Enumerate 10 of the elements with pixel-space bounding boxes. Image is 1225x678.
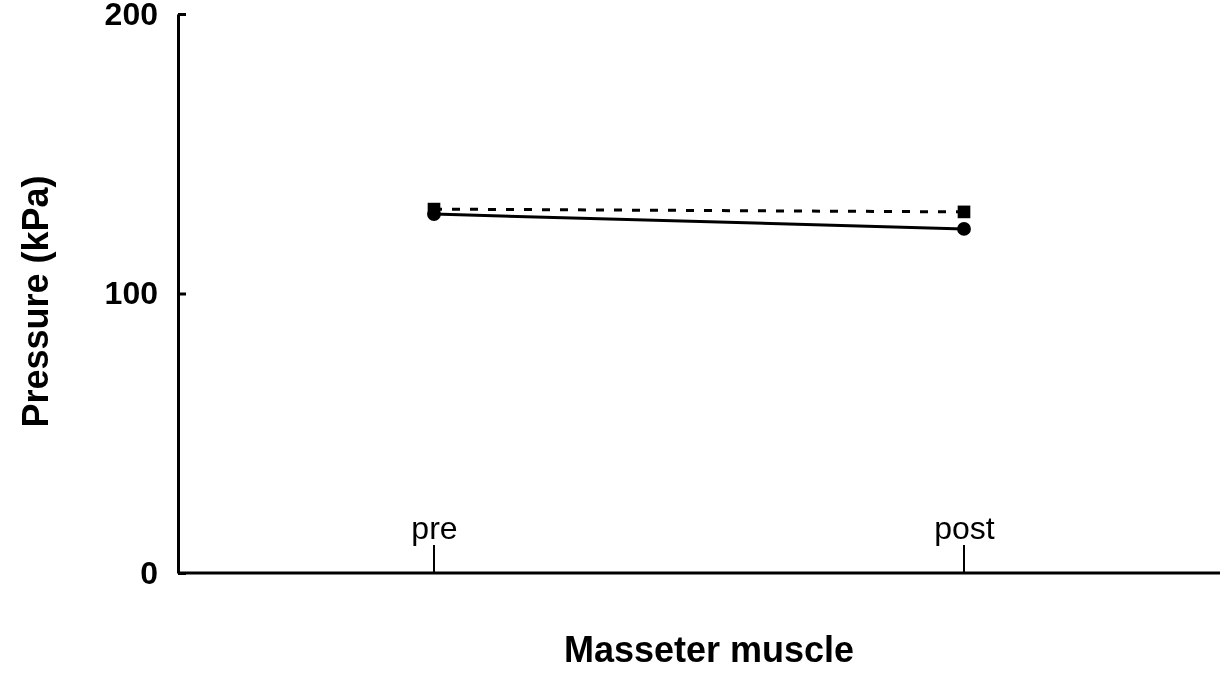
y-axis-title: Pressure (kPa) [15,175,56,428]
x-tick-label: post [934,510,995,546]
x-tick-label: pre [411,510,458,546]
point [957,222,971,236]
point [427,202,441,216]
y-tick-label: 200 [104,0,158,32]
y-tick-label: 0 [140,554,158,591]
y-tick-label: 100 [104,275,158,312]
x-axis-title: Masseter muscle [563,629,855,670]
point [957,205,971,219]
